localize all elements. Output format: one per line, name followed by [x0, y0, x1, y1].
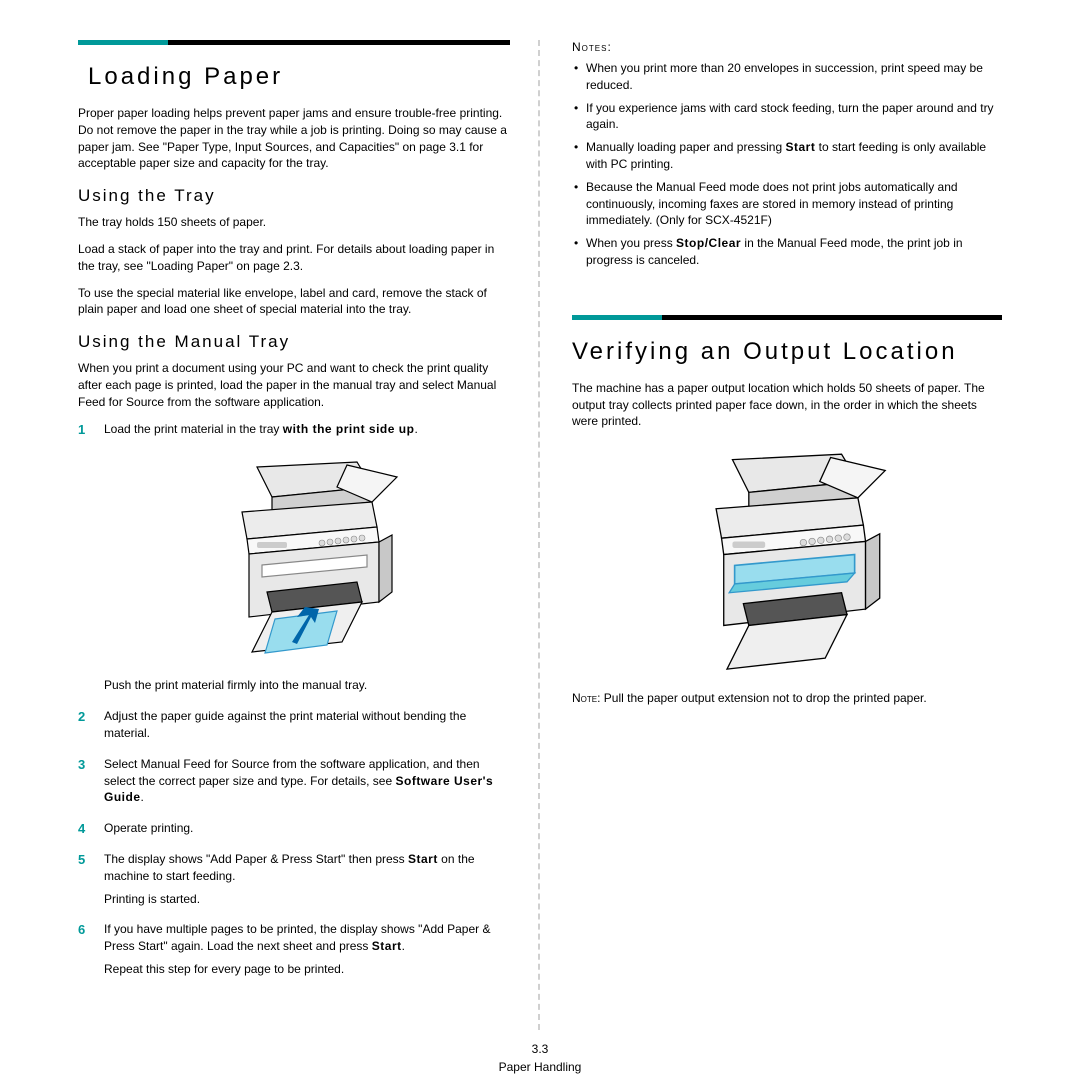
step-6-start: Start — [372, 939, 402, 953]
step-number: 5 — [78, 851, 92, 913]
step-6-p2: Repeat this step for every page to be pr… — [104, 961, 510, 978]
using-tray-p3: To use the special material like envelop… — [78, 285, 510, 319]
step-1: 1 Load the print material in the tray wi… — [78, 421, 510, 701]
step-5-start: Start — [408, 852, 438, 866]
step-number: 1 — [78, 421, 92, 701]
step-number: 2 — [78, 708, 92, 748]
step-2: 2 Adjust the paper guide against the pri… — [78, 708, 510, 748]
section-label: Paper Handling — [0, 1058, 1080, 1076]
printer-manual-tray-illustration — [197, 447, 417, 667]
intro-paragraph: Proper paper loading helps prevent paper… — [78, 105, 510, 172]
step-3-text-c: . — [141, 790, 144, 804]
step-6-text-a: If you have multiple pages to be printed… — [104, 922, 491, 953]
note-5: When you press Stop/Clear in the Manual … — [574, 235, 1002, 269]
note-4: Because the Manual Feed mode does not pr… — [574, 179, 1002, 229]
note-2: If you experience jams with card stock f… — [574, 100, 1002, 134]
heading-verify-output: Verifying an Output Location — [572, 338, 1002, 366]
printer-output-illustration — [667, 440, 907, 680]
step-3: 3 Select Manual Feed for Source from the… — [78, 756, 510, 812]
step-1-push: Push the print material firmly into the … — [104, 677, 510, 694]
accent-rule — [78, 40, 510, 45]
note-3: Manually loading paper and pressing Star… — [574, 139, 1002, 173]
step-number: 6 — [78, 921, 92, 983]
page-number: 3.3 — [0, 1040, 1080, 1058]
note-1: When you print more than 20 envelopes in… — [574, 60, 1002, 94]
using-manual-p1: When you print a document using your PC … — [78, 360, 510, 410]
step-1-text-b: with the print side up — [283, 422, 415, 436]
output-note: Note: Pull the paper output extension no… — [572, 690, 1002, 707]
step-number: 3 — [78, 756, 92, 812]
step-6: 6 If you have multiple pages to be print… — [78, 921, 510, 983]
using-tray-p2: Load a stack of paper into the tray and … — [78, 241, 510, 275]
heading-loading-paper: Loading Paper — [88, 63, 510, 91]
heading-using-tray: Using the Tray — [78, 186, 510, 206]
step-1-text-a: Load the print material in the tray — [104, 422, 283, 436]
step-4-text: Operate printing. — [104, 820, 510, 837]
step-5-p2: Printing is started. — [104, 891, 510, 908]
step-number: 4 — [78, 820, 92, 843]
manual-tray-steps: 1 Load the print material in the tray wi… — [78, 421, 510, 984]
heading-using-manual-tray: Using the Manual Tray — [78, 332, 510, 352]
step-5-text-a: The display shows "Add Paper & Press Sta… — [104, 852, 408, 866]
step-2-text: Adjust the paper guide against the print… — [104, 708, 510, 742]
verify-paragraph: The machine has a paper output location … — [572, 380, 1002, 430]
right-column: Notes: When you print more than 20 envel… — [540, 40, 1020, 1030]
notes-list: When you print more than 20 envelopes in… — [572, 60, 1002, 269]
using-tray-p1: The tray holds 150 sheets of paper. — [78, 214, 510, 231]
step-4: 4 Operate printing. — [78, 820, 510, 843]
notes-label: Notes: — [572, 40, 1002, 54]
accent-rule-2 — [572, 315, 1002, 320]
page-footer: 3.3 Paper Handling — [0, 1040, 1080, 1076]
step-6-text-c: . — [402, 939, 405, 953]
step-5: 5 The display shows "Add Paper & Press S… — [78, 851, 510, 913]
left-column: Loading Paper Proper paper loading helps… — [60, 40, 540, 1030]
step-1-text-c: . — [414, 422, 417, 436]
